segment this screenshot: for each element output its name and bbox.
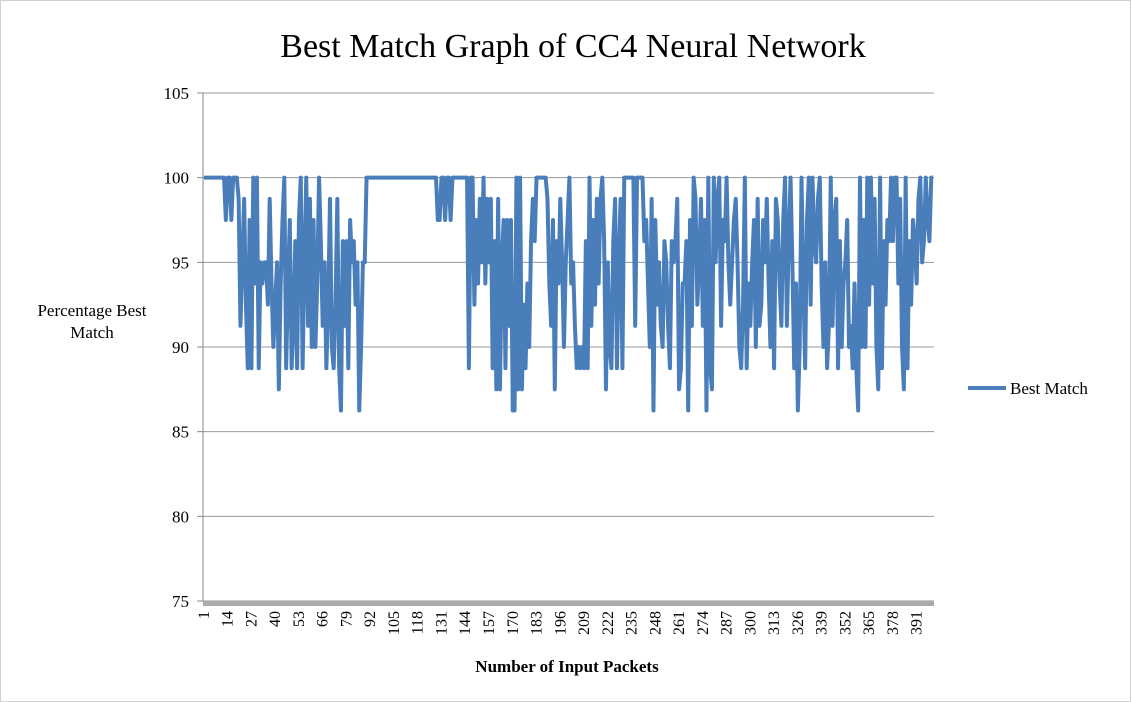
x-tick-label: 287 xyxy=(719,611,736,635)
x-tick-label: 391 xyxy=(909,611,926,635)
y-tick-label: 105 xyxy=(164,84,190,103)
x-tick-label: 313 xyxy=(766,611,783,635)
x-tick-label: 118 xyxy=(410,611,427,634)
data-line xyxy=(203,175,934,413)
x-tick-label: 339 xyxy=(814,611,831,635)
x-tick-label: 27 xyxy=(243,611,260,627)
x-tick-label: 196 xyxy=(552,611,569,635)
x-tick-label: 365 xyxy=(861,611,878,635)
x-tick-label: 1 xyxy=(196,611,213,619)
x-tick-label: 326 xyxy=(790,611,807,635)
y-tick-label: 85 xyxy=(172,423,189,442)
x-tick-label: 378 xyxy=(885,611,902,635)
x-tick-label: 144 xyxy=(457,611,474,635)
x-tick-label: 235 xyxy=(624,611,641,635)
x-tick-label: 274 xyxy=(695,611,712,635)
x-tick-label: 79 xyxy=(338,611,355,627)
x-tick-label: 53 xyxy=(291,611,308,627)
x-tick-label: 170 xyxy=(505,611,522,635)
y-tick-label: 90 xyxy=(172,338,189,357)
y-tick-label: 95 xyxy=(172,253,189,272)
y-tick-label: 75 xyxy=(172,592,189,611)
x-tick-label: 183 xyxy=(529,611,546,635)
x-tick-label: 352 xyxy=(837,611,854,635)
x-tick-label: 300 xyxy=(742,611,759,635)
x-tick-label: 105 xyxy=(386,611,403,635)
x-tick-label: 209 xyxy=(576,611,593,635)
y-axis-title: Percentage Best Match xyxy=(37,301,147,342)
x-tick-label: 14 xyxy=(220,611,237,627)
y-tick-label: 100 xyxy=(164,169,190,188)
x-tick-label: 131 xyxy=(433,611,450,635)
x-tick-label: 157 xyxy=(481,611,498,635)
x-axis-title: Number of Input Packets xyxy=(475,657,659,676)
chart-title: Best Match Graph of CC4 Neural Network xyxy=(280,28,865,65)
x-tick-label: 92 xyxy=(362,611,379,627)
x-tick-label: 40 xyxy=(267,611,284,627)
y-tick-label: 80 xyxy=(172,507,189,526)
legend-label: Best Match xyxy=(1010,379,1088,398)
x-axis-ticks xyxy=(203,601,934,606)
x-tick-label: 66 xyxy=(315,611,332,627)
x-tick-label: 222 xyxy=(600,611,617,635)
x-tick-label: 261 xyxy=(671,611,688,635)
x-tick-label: 248 xyxy=(647,611,664,635)
